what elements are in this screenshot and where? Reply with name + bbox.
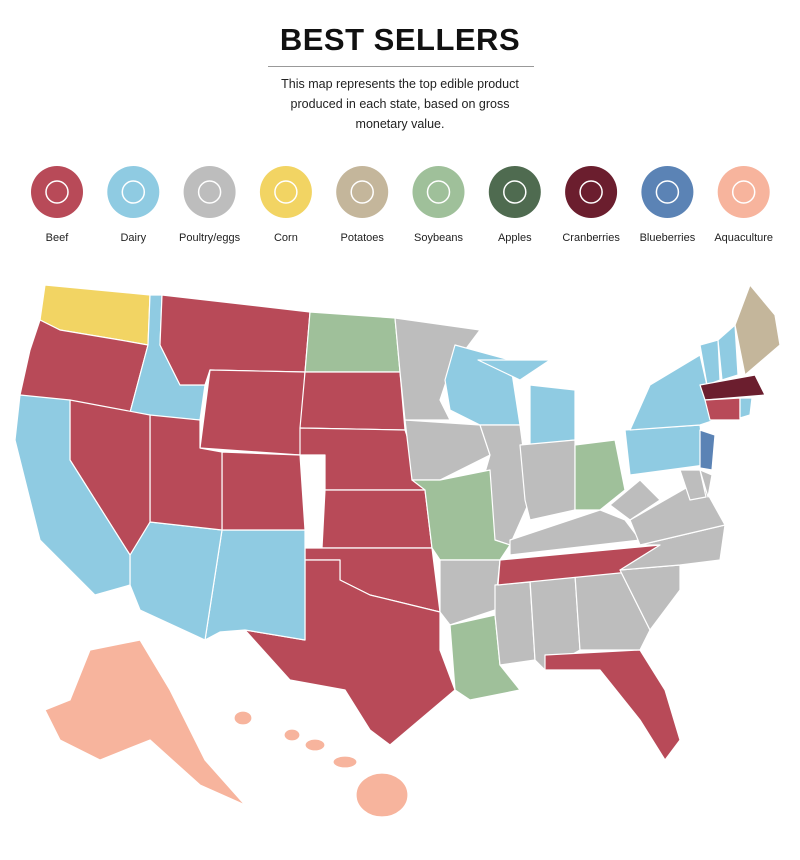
state xyxy=(704,397,741,421)
legend-icon xyxy=(274,180,298,204)
legend-icon xyxy=(579,180,603,204)
legend-swatch xyxy=(31,166,83,218)
legend-label: Blueberries xyxy=(640,232,696,244)
legend-swatch xyxy=(488,166,541,218)
legend-icon xyxy=(731,180,756,204)
legend-icon xyxy=(655,180,680,204)
state xyxy=(244,559,456,746)
state xyxy=(494,581,536,666)
legend-icon xyxy=(350,180,374,204)
state xyxy=(221,451,306,531)
state xyxy=(699,429,716,471)
state xyxy=(394,317,481,421)
state xyxy=(129,521,223,641)
state xyxy=(529,384,576,446)
legend-swatch xyxy=(565,166,618,218)
legend-icon xyxy=(121,180,146,204)
state xyxy=(321,489,433,549)
state xyxy=(717,324,739,381)
legend-label: Soybeans xyxy=(414,232,463,244)
state xyxy=(509,509,641,556)
state xyxy=(283,728,301,742)
state xyxy=(439,559,501,626)
state xyxy=(629,354,716,431)
state xyxy=(699,339,721,386)
legend-swatch xyxy=(107,166,160,218)
state xyxy=(477,359,551,381)
state xyxy=(304,311,401,373)
state xyxy=(624,424,706,476)
state xyxy=(44,639,246,806)
legend-icon xyxy=(426,180,451,204)
state xyxy=(332,755,358,769)
legend-swatch xyxy=(336,166,389,218)
states xyxy=(14,284,781,818)
state xyxy=(679,469,707,501)
state xyxy=(299,371,406,431)
state xyxy=(199,369,306,456)
state xyxy=(444,344,521,426)
legend-label: Beef xyxy=(46,232,70,244)
state xyxy=(699,469,713,498)
state xyxy=(14,394,131,596)
state xyxy=(355,772,409,818)
legend-swatch xyxy=(183,166,236,218)
state xyxy=(739,397,753,419)
legend-swatch xyxy=(412,166,465,218)
legend-label: Cranberries xyxy=(562,232,620,244)
state xyxy=(404,419,491,481)
legend-label: Apples xyxy=(498,232,532,244)
title: BEST SELLERS xyxy=(279,22,521,57)
legend-icon xyxy=(503,180,527,204)
state xyxy=(299,427,426,491)
legend: Beef Dairy Poultry/eggs Corn Potatoes Soybean… xyxy=(31,166,773,244)
legend-icon xyxy=(197,180,222,204)
state xyxy=(519,439,576,521)
legend-swatch xyxy=(717,166,770,218)
state xyxy=(544,649,681,761)
subtitle: This map represents the top edible produ… xyxy=(281,77,519,131)
legend-label: Potatoes xyxy=(340,232,384,244)
state xyxy=(609,479,661,521)
legend-label: Corn xyxy=(274,232,298,244)
legend-label: Poultry/eggs xyxy=(179,232,241,244)
legend-swatch xyxy=(259,166,312,218)
legend-label: Aquaculture xyxy=(714,232,773,244)
state xyxy=(304,738,326,752)
state xyxy=(411,469,511,561)
divider xyxy=(268,66,534,67)
legend-swatch xyxy=(641,166,694,218)
state xyxy=(574,439,626,511)
state xyxy=(734,284,781,376)
state xyxy=(699,374,766,401)
legend-icon xyxy=(45,180,69,204)
state xyxy=(233,710,253,726)
legend-label: Dairy xyxy=(120,232,146,244)
